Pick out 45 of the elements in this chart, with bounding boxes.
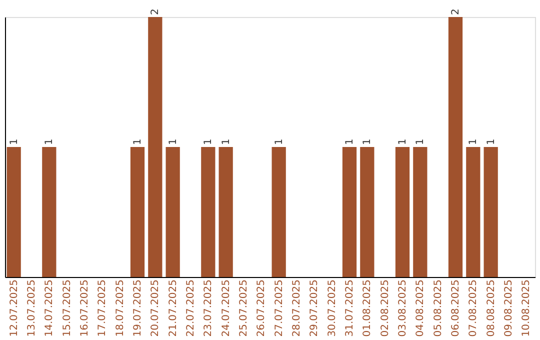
x-tick-label: 08.08.2025 — [486, 280, 497, 337]
x-tick-label: 15.07.2025 — [62, 280, 73, 337]
data-label: 1 — [398, 138, 408, 145]
x-tick-label: 21.07.2025 — [168, 280, 179, 337]
x-tick-label: 02.08.2025 — [380, 280, 391, 337]
data-label: 1 — [203, 138, 214, 145]
x-tick-label: 16.07.2025 — [80, 280, 90, 337]
data-label: 1 — [44, 138, 56, 145]
x-tick-label: 28.07.2025 — [292, 280, 302, 337]
data-label: 1 — [344, 138, 356, 145]
x-tick-label: 25.07.2025 — [238, 280, 250, 337]
x-tick-label: 27.07.2025 — [274, 280, 285, 337]
x-tick-label: 29.07.2025 — [309, 280, 320, 337]
x-tick-label: 01.08.2025 — [362, 280, 374, 337]
x-tick-label: 05.08.2025 — [432, 280, 444, 337]
x-tick-label: 06.08.2025 — [450, 280, 462, 337]
x-tick-label: 12.07.2025 — [8, 280, 20, 337]
x-tick-label: 30.07.2025 — [326, 280, 338, 337]
data-label: 1 — [415, 138, 426, 145]
x-tick-label: 14.07.2025 — [44, 280, 56, 337]
data-label: 1 — [132, 138, 144, 145]
x-tick-label: 19.07.2025 — [132, 280, 144, 337]
data-label: 1 — [468, 138, 480, 145]
x-tick-label: 24.07.2025 — [220, 280, 232, 337]
data-label: 1 — [8, 138, 20, 145]
x-tick-label: 31.07.2025 — [344, 280, 356, 337]
x-tick-label: 26.07.2025 — [256, 280, 268, 337]
data-label: 2 — [450, 8, 462, 15]
x-tick-label: 04.08.2025 — [415, 280, 426, 337]
data-label: 1 — [220, 138, 232, 145]
data-label: 1 — [486, 138, 497, 145]
x-tick-label: 10.08.2025 — [521, 280, 532, 337]
x-tick-label: 22.07.2025 — [186, 280, 196, 337]
x-tick-label: 09.08.2025 — [504, 280, 514, 337]
x-tick-label: 13.07.2025 — [26, 280, 38, 337]
x-tick-label: 23.07.2025 — [203, 280, 214, 337]
data-label: 1 — [274, 138, 285, 145]
data-label: 1 — [168, 138, 179, 145]
x-tick-label: 07.08.2025 — [468, 280, 480, 337]
data-label: 1 — [362, 138, 374, 145]
x-tick-label: 17.07.2025 — [97, 280, 108, 337]
x-tick-label: 03.08.2025 — [398, 280, 408, 337]
x-tick-label: 18.07.2025 — [114, 280, 126, 337]
data-label: 2 — [150, 8, 162, 15]
x-tick-label: 20.07.2025 — [150, 280, 162, 337]
